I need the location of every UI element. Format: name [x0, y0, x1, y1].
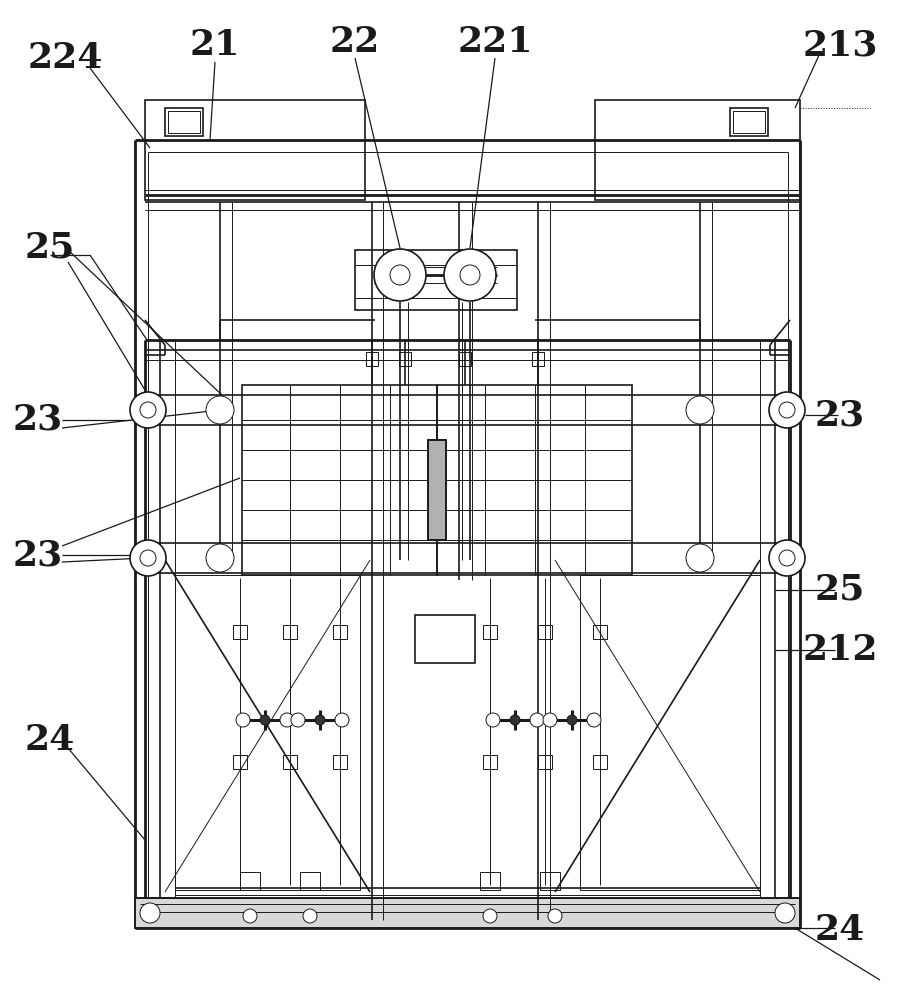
- Bar: [480, 872, 500, 890]
- Bar: [538, 625, 552, 639]
- Bar: [233, 755, 247, 769]
- Bar: [428, 440, 446, 540]
- Circle shape: [543, 713, 557, 727]
- Text: 212: 212: [802, 633, 878, 667]
- Circle shape: [303, 909, 317, 923]
- Text: 23: 23: [815, 398, 865, 432]
- Circle shape: [260, 715, 270, 725]
- Bar: [168, 111, 200, 133]
- Circle shape: [206, 544, 234, 572]
- Bar: [242, 385, 437, 575]
- Bar: [165, 108, 203, 136]
- Circle shape: [530, 713, 544, 727]
- Circle shape: [140, 903, 160, 923]
- Bar: [366, 352, 378, 366]
- Text: 213: 213: [802, 28, 878, 62]
- Bar: [240, 872, 260, 890]
- Bar: [283, 625, 297, 639]
- Circle shape: [444, 249, 496, 301]
- Bar: [135, 898, 800, 928]
- Bar: [730, 108, 768, 136]
- Circle shape: [686, 544, 714, 572]
- Bar: [300, 872, 320, 890]
- Circle shape: [775, 903, 795, 923]
- Bar: [483, 755, 497, 769]
- Bar: [459, 352, 471, 366]
- Circle shape: [374, 249, 426, 301]
- Bar: [283, 755, 297, 769]
- Bar: [540, 872, 560, 890]
- Circle shape: [206, 396, 234, 424]
- Bar: [733, 111, 765, 133]
- Text: 224: 224: [28, 41, 103, 75]
- Circle shape: [548, 909, 562, 923]
- Bar: [437, 385, 632, 575]
- Bar: [135, 898, 800, 928]
- Bar: [483, 625, 497, 639]
- Circle shape: [315, 715, 325, 725]
- Bar: [399, 352, 411, 366]
- Bar: [333, 625, 347, 639]
- Bar: [428, 440, 446, 540]
- Circle shape: [567, 715, 577, 725]
- Bar: [333, 755, 347, 769]
- Text: 23: 23: [13, 403, 63, 437]
- Bar: [595, 100, 800, 200]
- Bar: [175, 575, 360, 890]
- Bar: [415, 615, 475, 663]
- Bar: [580, 575, 760, 890]
- Text: 21: 21: [190, 28, 240, 62]
- Circle shape: [130, 540, 166, 576]
- Bar: [593, 625, 607, 639]
- Circle shape: [243, 909, 257, 923]
- Text: 25: 25: [25, 231, 75, 265]
- Circle shape: [486, 713, 500, 727]
- Circle shape: [510, 715, 520, 725]
- Text: 24: 24: [815, 913, 865, 947]
- Text: 23: 23: [13, 538, 63, 572]
- Text: 24: 24: [25, 723, 75, 757]
- Text: 25: 25: [815, 573, 865, 607]
- Text: 22: 22: [330, 25, 380, 59]
- Circle shape: [587, 713, 601, 727]
- Bar: [145, 100, 365, 200]
- Circle shape: [130, 392, 166, 428]
- Circle shape: [686, 396, 714, 424]
- Bar: [532, 352, 544, 366]
- Bar: [538, 755, 552, 769]
- Circle shape: [280, 713, 294, 727]
- Circle shape: [483, 909, 497, 923]
- Text: 221: 221: [458, 25, 533, 59]
- Circle shape: [335, 713, 349, 727]
- Circle shape: [769, 540, 805, 576]
- Bar: [355, 250, 517, 310]
- Circle shape: [291, 713, 305, 727]
- Bar: [233, 625, 247, 639]
- Circle shape: [236, 713, 250, 727]
- Bar: [593, 755, 607, 769]
- Circle shape: [769, 392, 805, 428]
